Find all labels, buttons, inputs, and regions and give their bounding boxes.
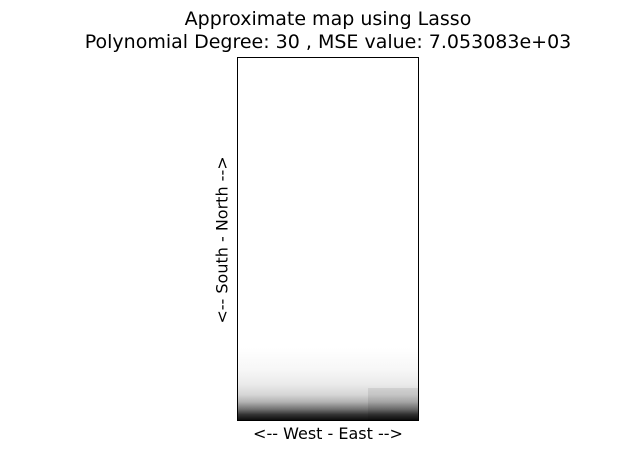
- chart-subtitle: Polynomial Degree: 30 , MSE value: 7.053…: [84, 31, 572, 53]
- chart-title-block: Approximate map using Lasso Polynomial D…: [0, 8, 640, 54]
- heatmap-image: [238, 58, 418, 420]
- x-axis-label: <-- West - East -->: [253, 424, 403, 443]
- y-axis-label: <-- South - North -->: [212, 156, 232, 324]
- chart-title: Approximate map using Lasso: [184, 8, 472, 30]
- heatmap-east-shade: [368, 388, 418, 420]
- heatmap-field: [238, 58, 418, 420]
- heatmap-plot-area: [237, 57, 419, 421]
